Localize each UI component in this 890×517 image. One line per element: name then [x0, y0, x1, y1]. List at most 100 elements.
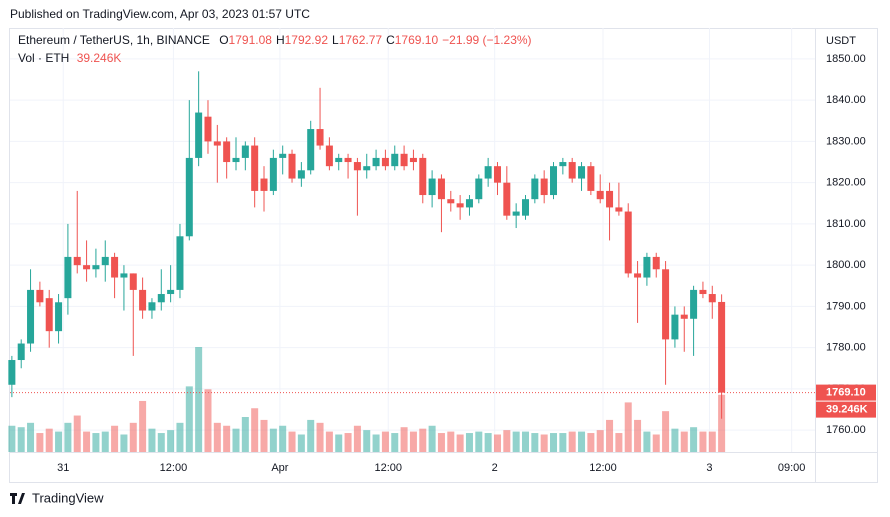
volume-bar — [521, 431, 530, 452]
candle-body — [204, 116, 212, 142]
candle-body — [456, 203, 464, 208]
volume-bar — [353, 425, 361, 452]
volume-bar — [36, 433, 44, 452]
volume-bar — [269, 428, 277, 452]
candle-body — [437, 178, 445, 200]
candle-body — [64, 256, 72, 299]
ohlc-value: 1762.77 — [339, 33, 383, 47]
candle-body — [587, 166, 595, 191]
candle-body — [465, 199, 473, 208]
volume-bar — [671, 428, 679, 452]
candle-body — [662, 269, 670, 340]
volume-bar — [195, 347, 203, 452]
ohlc-key: L — [332, 33, 339, 47]
volume-bar — [624, 402, 632, 452]
candle-body — [428, 178, 436, 196]
candle-body — [101, 256, 109, 266]
y-tick-label: 1830.00 — [826, 135, 866, 147]
volume-bar — [372, 434, 380, 452]
volume-bar — [699, 431, 707, 452]
candle-layer — [8, 71, 726, 419]
candle-body — [409, 157, 417, 163]
x-tick-label: 31 — [57, 462, 69, 474]
candle-body — [55, 302, 63, 332]
y-tick-label: 1780.00 — [826, 342, 866, 354]
volume-bar — [503, 430, 511, 452]
volume-bar — [251, 408, 259, 452]
candle-body — [111, 256, 119, 278]
volume-bar — [475, 431, 483, 452]
candle-body — [699, 289, 707, 295]
volume-bar — [185, 386, 193, 452]
volume-bar — [297, 434, 305, 452]
x-tick-label: 2 — [492, 462, 498, 474]
footer-brand: TradingView — [32, 490, 104, 505]
candle-body — [353, 162, 361, 171]
candle-body — [680, 314, 688, 319]
symbol-title: Ethereum / TetherUS, 1h, BINANCE — [18, 33, 210, 47]
y-tick-label: 1840.00 — [826, 94, 866, 106]
x-tick-label: 12:00 — [160, 462, 188, 474]
candle-body — [148, 302, 156, 311]
volume-bar — [260, 419, 268, 452]
volume-bar — [204, 389, 212, 452]
candle-body — [185, 157, 193, 237]
volume-bar — [176, 422, 184, 452]
volume-bar — [708, 431, 716, 452]
volume-bar — [447, 431, 455, 452]
volume-bar — [568, 431, 576, 452]
y-tick-label: 1800.00 — [826, 259, 866, 271]
y-tick-label: 1810.00 — [826, 218, 866, 230]
candle-body — [372, 157, 380, 167]
candle-body — [550, 166, 558, 196]
candle-body — [503, 182, 511, 216]
volume-bar — [531, 433, 539, 452]
volume-bar — [493, 434, 501, 452]
candle-body — [288, 153, 296, 179]
volume-bar — [73, 415, 81, 452]
volume-bar — [167, 430, 175, 452]
ohlc-value: 1792.92 — [285, 33, 329, 47]
volume-bar — [634, 419, 642, 452]
x-tick-label: 12:00 — [589, 462, 617, 474]
candle-body — [27, 289, 35, 344]
volume-bar — [400, 427, 408, 452]
volume-bar — [391, 433, 399, 452]
volume-value-box — [816, 401, 876, 418]
candle-body — [139, 289, 147, 311]
candle-body — [279, 153, 287, 158]
candle-body — [120, 273, 128, 278]
candle-body — [241, 145, 249, 158]
volume-bar — [381, 431, 389, 452]
volume-bar — [92, 433, 100, 452]
published-note: Published on TradingView.com, Apr 03, 20… — [10, 7, 310, 21]
candle-body — [718, 301, 726, 393]
candle-body — [297, 170, 305, 179]
x-tick-label: 12:00 — [374, 462, 402, 474]
candle-body — [400, 153, 408, 167]
volume-bar — [279, 425, 287, 452]
candle-body — [176, 236, 184, 290]
candle-body — [307, 129, 315, 171]
candle-body — [615, 207, 623, 212]
candle-body — [223, 141, 231, 163]
volume-bar — [718, 394, 726, 452]
last-price-label: 1769.10 — [826, 387, 866, 399]
ohlc-key: C — [386, 33, 395, 47]
frame — [9, 28, 878, 483]
x-tick-label: 09:00 — [778, 462, 806, 474]
axes-layer: 1760.001770.001780.001790.001800.001810.… — [10, 53, 876, 474]
candle-body — [521, 199, 530, 216]
candle-body — [475, 178, 483, 200]
candle-body — [335, 157, 343, 163]
volume-bar — [335, 434, 343, 452]
volume-bar — [559, 433, 567, 452]
volume-bar — [587, 433, 595, 452]
candle-body — [269, 157, 277, 191]
x-tick-label: Apr — [271, 462, 288, 474]
last-price-box — [816, 384, 876, 401]
candle-body — [606, 190, 614, 208]
volume-bar — [55, 431, 63, 452]
ohlc-key: H — [276, 33, 285, 47]
